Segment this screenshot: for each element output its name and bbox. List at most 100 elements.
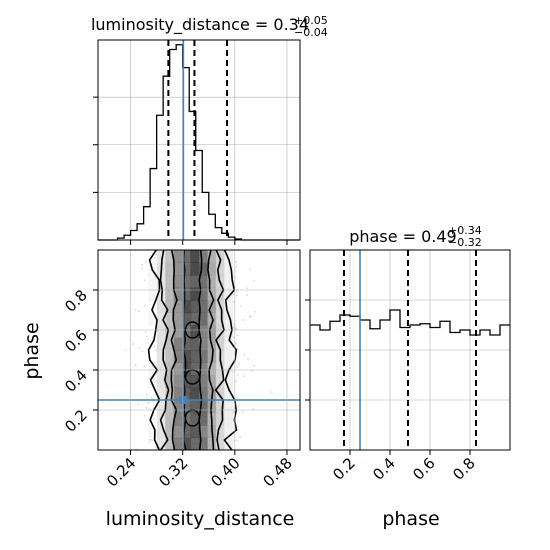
p2-sample-point [155,253,158,255]
p2-sample-point [247,358,249,361]
p2-density-cell [190,387,200,401]
p2-sample-point [254,310,257,313]
p2-density-cell [199,412,208,426]
p2-density-cell [224,312,234,326]
p2-density-cell [207,437,217,450]
p2-xticklabel-0: 0.24 [103,454,139,490]
p2-density-cell [165,437,175,450]
p3-frame [309,249,511,451]
p2-density-cell [215,337,225,351]
p2-sample-point [150,397,153,399]
luminosity-distance-histogram-panel: luminosity_distance = 0.34 +0.05 −0.04 [91,14,328,245]
p2-density-cell [190,412,200,426]
p2-density-cell [156,400,166,413]
p2-density-cell [190,312,200,326]
p2-truth-marker [179,396,188,404]
p2-sample-point [253,365,256,367]
p2-density-cell [190,350,200,363]
p2-sample-point [270,391,273,394]
p2-density-cell [173,387,183,401]
p2-density-cell [224,425,234,438]
p2-contour-2-right [214,250,225,450]
p2-density-cell [156,300,166,313]
luminosity-distance-title-sub: −0.04 [294,26,328,39]
p2-sample-point [249,315,252,318]
p2-sample-point [134,364,137,366]
p2-density-cell [165,350,175,363]
p2-density-cell [207,262,217,276]
p2-density-cell [224,350,234,363]
p2-sample-point [234,327,237,330]
p2-sample-point [144,331,147,333]
p2-density-cell [199,387,208,401]
p2-frame [97,249,301,451]
p2-yticklabel-1: 0.4 [61,366,91,396]
p2-density-cell [224,250,234,263]
p2-density-cell [148,262,158,276]
p2-density-cell [207,300,217,313]
p2-density-cell [182,387,192,401]
p2-density-cell [207,250,217,263]
p2-density-cell [215,425,225,438]
p2-sample-point [154,256,156,259]
p2-density-cell [165,400,175,413]
p2-sample-point [243,353,246,356]
p2-sample-point [149,408,152,411]
p2-density-cell [165,312,175,326]
p2-sample-point [238,362,241,365]
p2-sample-point [147,402,149,405]
p2-density-cell [190,375,200,388]
p2-density-cell [173,437,183,450]
p2-sample-point [149,438,152,441]
p2-density-cell [165,387,175,401]
p2-density-cell [156,250,166,263]
p2-sample-point [246,294,248,296]
p2-density-cell [224,387,234,401]
p2-sample-point [124,349,127,352]
p2-density-cell [156,375,166,388]
p2-sample-point [151,439,153,442]
x-axis-label-luminosity-distance: luminosity_distance [106,508,295,530]
p2-density-cell [156,437,166,450]
p2-density-cell [173,250,183,263]
p2-density-cell [199,325,208,338]
p2-density-cell [224,275,234,288]
p2-density-cell [207,275,217,288]
p1-frame [97,39,301,241]
p2-density-cell [224,375,234,388]
p2-density-cell [165,337,175,351]
luminosity-distance-title: luminosity_distance = 0.34 [91,15,309,35]
p2-density-cell [148,312,158,326]
p2-sample-point [146,335,149,338]
p2-density-cell [215,262,225,276]
p2-density-cell [173,412,183,426]
p2-density-cell [182,300,192,313]
p2-xticklabel-3: 0.48 [259,454,295,490]
p2-density-cell [215,400,225,413]
p2-sample-point [145,406,148,409]
p2-density-cell [215,250,225,263]
p2-contour-3-left [147,250,161,450]
p2-density-cell [224,300,234,313]
p2-density-cell [199,425,208,438]
p2-sample-point [137,402,140,405]
p2-sample-point [235,265,238,268]
p2-density-cell [173,325,183,338]
p2-density-cell [207,325,217,338]
p2-sample-point [143,365,146,368]
p2-sample-point [145,393,148,396]
p2-density-cell [199,312,208,326]
p2-yticklabel-3: 0.8 [61,286,91,316]
p2-density-cell [173,275,183,288]
p2-density-cell [173,362,183,376]
p2-sample-point [148,401,150,404]
p2-density-cell [182,412,192,426]
p2-sample-point [138,347,141,350]
p2-density-cell [199,350,208,363]
p2-density-cell [190,425,200,438]
p2-density-cell [224,437,234,450]
p2-density-cell [148,375,158,388]
p2-density-cell [215,325,225,338]
p2-density-cell [182,362,192,376]
p2-sample-point [143,279,146,282]
